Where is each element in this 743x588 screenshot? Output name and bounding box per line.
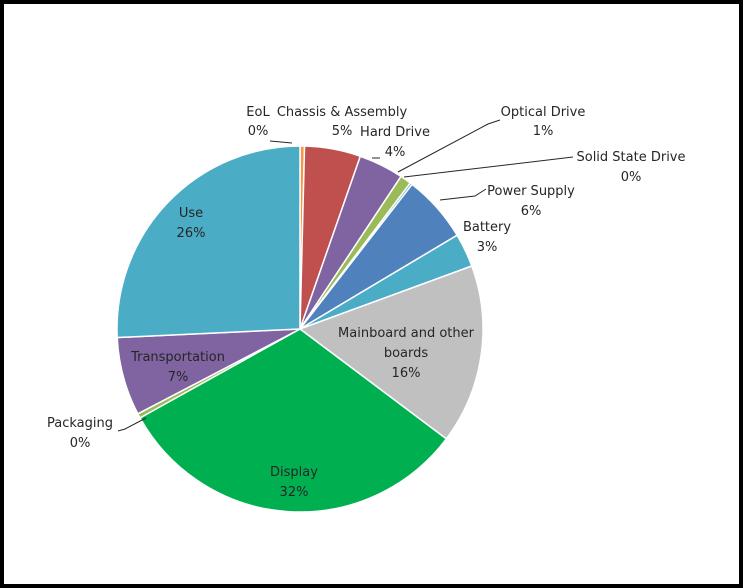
label-use-pct: 26% <box>177 226 206 241</box>
label-chassis-name: Chassis & Assembly <box>277 105 408 120</box>
label-display-pct: 32% <box>280 485 309 500</box>
pie-slices <box>116 145 484 513</box>
leader-line-packaging <box>117 417 147 432</box>
leader-line-solid-state-drive <box>403 156 574 178</box>
label-transportation-pct: 7% <box>168 370 189 385</box>
label-hard-drive-name: Hard Drive <box>360 125 430 140</box>
label-power-supply-pct: 6% <box>521 204 542 219</box>
label-mainboard-pct: 16% <box>392 366 421 381</box>
label-packaging-name: Packaging <box>47 416 113 431</box>
label-hard-drive-pct: 4% <box>385 145 406 160</box>
label-optical-drive-name: Optical Drive <box>501 105 586 120</box>
pie-slice-mainboard-and-other-boards <box>298 265 484 440</box>
label-battery-pct: 3% <box>477 240 498 255</box>
label-battery-name: Battery <box>463 220 511 235</box>
label-ssd-pct: 0% <box>621 170 642 185</box>
leader-line-eol <box>269 140 293 144</box>
leader-line-optical-drive <box>397 119 501 173</box>
label-use-name: Use <box>179 206 203 221</box>
label-ssd-name: Solid State Drive <box>576 150 685 165</box>
pie-slice-display <box>138 328 448 513</box>
leader-lines <box>117 119 574 432</box>
leader-line-power-supply <box>439 188 487 201</box>
label-mainboard-name: Mainboard and other <box>338 326 475 341</box>
pie-slice-use <box>116 145 301 339</box>
label-eol-name: EoL <box>246 105 270 120</box>
label-display-name: Display <box>270 465 318 480</box>
label-chassis-pct: 5% <box>332 124 353 139</box>
label-optical-drive-pct: 1% <box>533 124 554 139</box>
label-mainboard-name2: boards <box>384 346 429 361</box>
label-packaging-pct: 0% <box>70 436 91 451</box>
label-transportation-name: Transportation <box>130 350 225 365</box>
label-power-supply-name: Power Supply <box>487 184 575 199</box>
label-eol-pct: 0% <box>248 124 269 139</box>
